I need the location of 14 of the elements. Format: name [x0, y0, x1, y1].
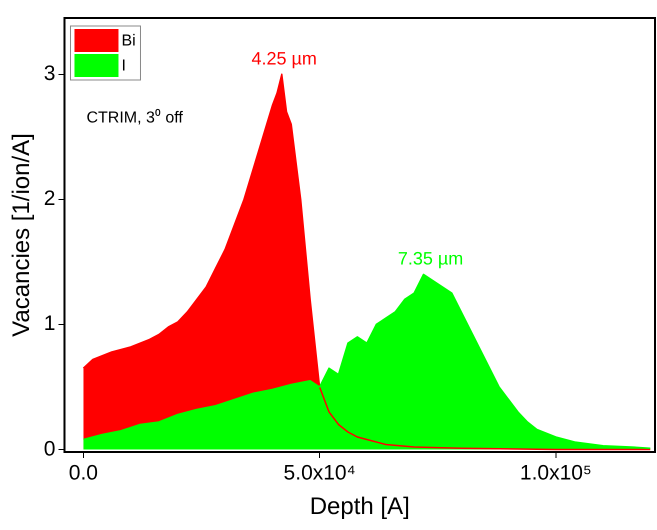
x-tick-label: 1.0x10⁵: [520, 461, 592, 484]
x-tick-label: 0.0: [68, 461, 98, 484]
x-axis-title: Depth [A]: [310, 493, 410, 520]
y-tick-label: 0: [44, 437, 56, 460]
y-tick-label: 1: [44, 312, 56, 336]
legend-label: Bi: [121, 32, 136, 50]
y-axis-title: Vacancies [1/ion/A]: [8, 133, 36, 337]
annotation: 7.35 µm: [398, 248, 464, 268]
annotation: 4.25 µm: [251, 48, 317, 68]
y-tick-label: 3: [44, 62, 56, 86]
y-tick-label: 2: [44, 187, 56, 210]
annotation: CTRIM, 3⁰ off: [86, 108, 184, 126]
x-tick-label: 5.0x10⁴: [284, 461, 356, 484]
legend-label: I: [121, 57, 126, 74]
